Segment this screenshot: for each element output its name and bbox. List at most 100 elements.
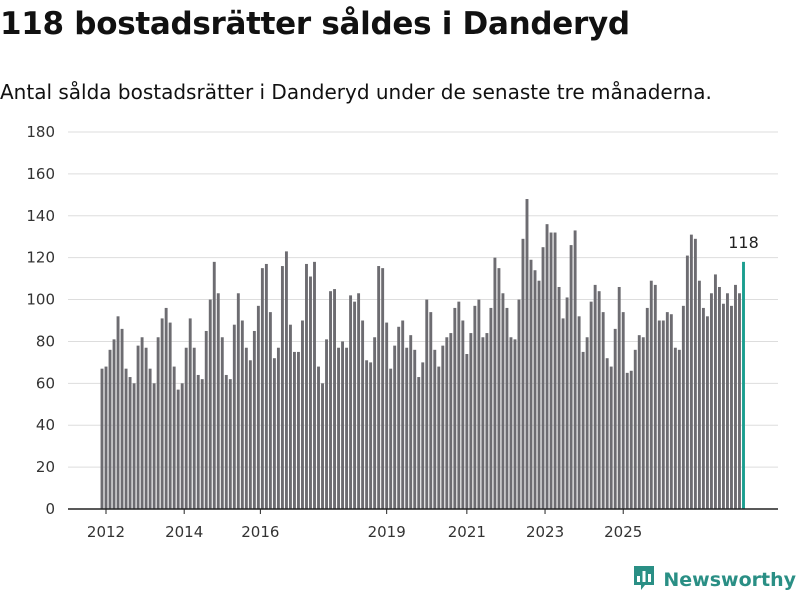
bar — [188, 318, 192, 509]
bar — [734, 284, 737, 509]
bar — [132, 383, 136, 509]
bar — [529, 259, 533, 509]
bar — [517, 299, 521, 509]
bar — [176, 389, 180, 509]
x-tick-label: 2023 — [526, 523, 564, 541]
bar — [469, 333, 473, 509]
bar — [713, 274, 717, 509]
bar — [365, 360, 369, 509]
newsworthy-bar-chart-icon — [632, 564, 656, 596]
bar — [577, 316, 581, 509]
bar — [353, 301, 357, 509]
bar — [541, 247, 545, 509]
y-tick-label: 0 — [45, 500, 55, 518]
bar — [521, 238, 525, 509]
bar — [236, 293, 240, 509]
bar — [489, 307, 493, 509]
bar — [457, 301, 461, 509]
bar — [569, 245, 573, 509]
bar — [164, 307, 168, 509]
bar — [220, 337, 224, 509]
bar — [585, 337, 589, 509]
x-tick-label: 2019 — [368, 523, 406, 541]
bar — [673, 347, 677, 509]
bar — [730, 305, 733, 509]
bar — [637, 335, 641, 509]
bar — [284, 251, 288, 509]
y-tick-label: 160 — [26, 165, 55, 183]
bar — [124, 368, 128, 509]
bar — [413, 349, 417, 509]
bar — [200, 379, 204, 509]
y-tick-label: 40 — [36, 416, 55, 434]
bar — [609, 366, 613, 509]
bar — [709, 293, 713, 509]
bar — [421, 362, 425, 509]
bar — [112, 339, 116, 509]
bar — [309, 276, 312, 509]
bar — [152, 383, 156, 509]
bars — [100, 199, 745, 509]
bar — [268, 312, 272, 509]
bar — [501, 293, 505, 509]
bar — [321, 383, 324, 509]
y-tick-label: 80 — [36, 332, 55, 350]
bar — [208, 299, 212, 509]
y-tick-label: 20 — [36, 458, 55, 476]
bar — [196, 374, 200, 509]
bar — [497, 268, 501, 509]
bar — [341, 341, 345, 509]
chart-title: 118 bostadsrätter såldes i Danderyd — [0, 6, 630, 42]
bar — [677, 349, 681, 509]
bar — [557, 286, 561, 509]
bar — [260, 268, 264, 509]
bar — [738, 293, 741, 509]
bar — [473, 305, 477, 509]
bar — [148, 368, 152, 509]
bar — [693, 238, 697, 509]
x-tick-label: 2025 — [604, 523, 642, 541]
bar — [705, 316, 709, 509]
bar — [337, 347, 340, 509]
bar — [681, 305, 685, 509]
bar — [649, 280, 653, 509]
bar — [405, 347, 409, 509]
bar — [437, 366, 441, 509]
chart-subtitle: Antal sålda bostadsrätter i Danderyd und… — [0, 80, 712, 104]
bar — [212, 261, 216, 509]
bar — [481, 337, 485, 509]
bar — [433, 349, 437, 509]
bar — [128, 377, 132, 509]
bar — [389, 368, 393, 509]
newsworthy-logo: Newsworthy — [632, 564, 796, 596]
bar — [180, 383, 184, 509]
bar — [533, 270, 537, 509]
y-tick-label: 180 — [26, 123, 55, 141]
bar — [393, 345, 397, 509]
bar — [573, 230, 577, 509]
bar — [722, 303, 725, 509]
bar — [477, 299, 481, 509]
bar — [373, 337, 377, 509]
bar — [629, 370, 633, 509]
y-tick-label: 60 — [36, 374, 55, 392]
bar — [232, 324, 236, 509]
bar — [313, 261, 316, 509]
bar — [429, 312, 433, 509]
bar — [305, 263, 308, 509]
y-tick-label: 140 — [26, 207, 55, 225]
bar — [581, 351, 585, 509]
bar — [509, 337, 513, 509]
bar — [657, 320, 661, 509]
bar — [192, 347, 196, 509]
bar — [597, 291, 601, 509]
bar — [345, 347, 349, 509]
x-tick-label: 2021 — [448, 523, 486, 541]
bar — [293, 351, 296, 509]
bar — [381, 268, 385, 509]
bar — [240, 320, 244, 509]
bar-highlighted — [742, 261, 745, 509]
bar — [493, 257, 497, 509]
bar — [441, 345, 445, 509]
y-tick-label: 100 — [26, 291, 55, 309]
